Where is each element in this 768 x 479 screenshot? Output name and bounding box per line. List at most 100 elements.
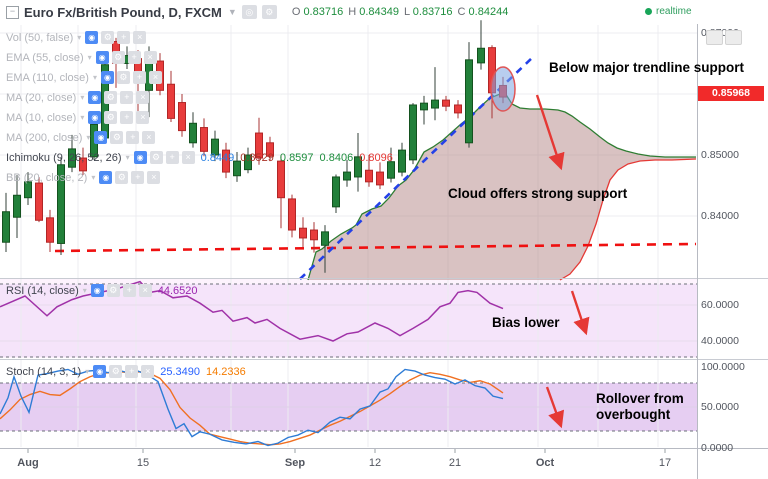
- annotation-arrow: [535, 94, 565, 171]
- add-indicator-icon[interactable]: +: [122, 284, 136, 297]
- add-indicator-icon[interactable]: +: [126, 131, 140, 144]
- add-indicator-icon[interactable]: +: [117, 31, 131, 44]
- remove-indicator-icon[interactable]: ×: [141, 365, 155, 378]
- pane-up-button[interactable]: [706, 30, 723, 45]
- annotation-trendline-note: Below major trendline support: [549, 60, 745, 75]
- indicator-label[interactable]: Vol (50, false): [6, 31, 74, 44]
- candle: [46, 209, 54, 252]
- indicator-legend-row: Stoch (14, 3, 1) ▾ ◉ ⚙ + × 25.3490 14.2336: [6, 364, 246, 379]
- indicator-settings-icon[interactable]: ⚙: [149, 151, 163, 164]
- chevron-down-icon[interactable]: ▾: [80, 113, 85, 122]
- add-indicator-icon[interactable]: +: [165, 151, 179, 164]
- chevron-down-icon[interactable]: ▾: [91, 173, 96, 182]
- chevron-down-icon[interactable]: ▾: [82, 286, 87, 295]
- horizontal-support-line[interactable]: [54, 242, 697, 253]
- remove-indicator-icon[interactable]: ×: [142, 131, 156, 144]
- visibility-toggle-icon[interactable]: ◉: [88, 91, 102, 104]
- indicator-legend-row: RSI (14, close) ▾ ◉ ⚙ + × 44.6520: [6, 283, 198, 298]
- candle: [398, 142, 406, 177]
- chevron-down-icon[interactable]: ▾: [77, 33, 82, 42]
- indicator-label[interactable]: MA (10, close): [6, 111, 77, 124]
- indicator-label[interactable]: EMA (55, close): [6, 51, 84, 64]
- candle: [299, 217, 307, 248]
- visibility-toggle-icon[interactable]: ◉: [99, 171, 113, 184]
- pane-down-button[interactable]: [725, 30, 742, 45]
- realtime-status: realtime: [645, 6, 692, 17]
- chevron-down-icon[interactable]: ▾: [86, 133, 91, 142]
- visibility-toggle-icon[interactable]: ◉: [88, 111, 102, 124]
- candle: [189, 112, 197, 148]
- indicator-label[interactable]: MA (20, close): [6, 91, 77, 104]
- axis-label: 60.0000: [701, 299, 739, 311]
- remove-indicator-icon[interactable]: ×: [148, 71, 162, 84]
- trendline[interactable]: [299, 56, 534, 280]
- remove-indicator-icon[interactable]: ×: [147, 171, 161, 184]
- add-indicator-icon[interactable]: +: [127, 51, 141, 64]
- indicator-legend-row: MA (20, close) ▾ ◉ ⚙ + ×: [6, 90, 150, 105]
- visibility-toggle-icon[interactable]: ◉: [133, 151, 147, 164]
- time-axis-label: 17: [658, 457, 672, 469]
- remove-indicator-icon[interactable]: ×: [136, 111, 150, 124]
- indicator-label[interactable]: Ichimoku (9, 26, 52, 26): [6, 151, 122, 164]
- chevron-down-icon[interactable]: ▾: [85, 367, 90, 376]
- axis-label: 50.0000: [701, 401, 739, 413]
- remove-indicator-icon[interactable]: ×: [181, 151, 195, 164]
- stoch-k-line: [0, 368, 504, 447]
- indicator-label[interactable]: RSI (14, close): [6, 284, 79, 297]
- indicator-label[interactable]: BB (20, close, 2): [6, 171, 88, 184]
- indicator-legend-row: BB (20, close, 2) ▾ ◉ ⚙ + ×: [6, 170, 161, 185]
- visibility-toggle-icon[interactable]: ◉: [95, 51, 109, 64]
- visibility-toggle-icon[interactable]: ◉: [85, 31, 99, 44]
- chevron-down-icon[interactable]: ▼: [227, 7, 237, 17]
- time-axis-label: 21: [448, 457, 462, 469]
- remove-indicator-icon[interactable]: ×: [143, 51, 157, 64]
- last-price-badge: 0.85968: [698, 86, 764, 101]
- indicator-label[interactable]: MA (200, close): [6, 131, 83, 144]
- add-indicator-icon[interactable]: +: [120, 91, 134, 104]
- candle: [376, 162, 384, 190]
- indicator-settings-icon[interactable]: ⚙: [111, 51, 125, 64]
- candle: [277, 155, 285, 229]
- chevron-down-icon[interactable]: ▾: [92, 73, 97, 82]
- indicator-settings-icon[interactable]: ⚙: [101, 31, 115, 44]
- visibility-toggle-icon[interactable]: ◉: [94, 131, 108, 144]
- visibility-toggle-icon[interactable]: ◉: [93, 365, 107, 378]
- time-axis-label: Oct: [535, 457, 555, 469]
- add-indicator-icon[interactable]: +: [131, 171, 145, 184]
- candle: [454, 100, 462, 119]
- indicator-value: 0.8096: [359, 151, 393, 164]
- settings-icon[interactable]: ⚙: [261, 5, 277, 19]
- remove-indicator-icon[interactable]: ×: [133, 31, 147, 44]
- candle: [167, 70, 175, 123]
- add-indicator-icon[interactable]: +: [120, 111, 134, 124]
- axis-label: 0.85000: [701, 149, 739, 161]
- remove-indicator-icon[interactable]: ×: [138, 284, 152, 297]
- collapse-legend-icon[interactable]: −: [6, 5, 19, 19]
- indicator-settings-icon[interactable]: ⚙: [104, 91, 118, 104]
- visibility-toggle-icon[interactable]: ◉: [90, 284, 104, 297]
- indicator-value: 14.2336: [206, 365, 246, 378]
- chevron-down-icon[interactable]: ▾: [125, 153, 130, 162]
- indicator-settings-icon[interactable]: ⚙: [109, 365, 123, 378]
- indicator-settings-icon[interactable]: ⚙: [110, 131, 124, 144]
- indicator-settings-icon[interactable]: ⚙: [106, 284, 120, 297]
- chevron-down-icon[interactable]: ▾: [87, 53, 92, 62]
- candle: [24, 172, 32, 206]
- indicator-settings-icon[interactable]: ⚙: [115, 171, 129, 184]
- add-indicator-icon[interactable]: +: [125, 365, 139, 378]
- chevron-down-icon[interactable]: ▾: [80, 93, 85, 102]
- compare-icon[interactable]: ◎: [241, 5, 257, 19]
- realtime-dot-icon: [645, 8, 652, 15]
- symbol-title[interactable]: Euro Fx/British Pound, D, FXCM: [24, 4, 222, 20]
- visibility-toggle-icon[interactable]: ◉: [100, 71, 114, 84]
- candle: [211, 130, 219, 162]
- indicator-label[interactable]: Stoch (14, 3, 1): [6, 365, 82, 378]
- candle: [79, 147, 87, 176]
- remove-indicator-icon[interactable]: ×: [136, 91, 150, 104]
- indicator-settings-icon[interactable]: ⚙: [104, 111, 118, 124]
- indicator-settings-icon[interactable]: ⚙: [116, 71, 130, 84]
- candle: [200, 118, 208, 157]
- highlight-ellipse[interactable]: [490, 66, 516, 112]
- indicator-label[interactable]: EMA (110, close): [6, 71, 89, 84]
- add-indicator-icon[interactable]: +: [132, 71, 146, 84]
